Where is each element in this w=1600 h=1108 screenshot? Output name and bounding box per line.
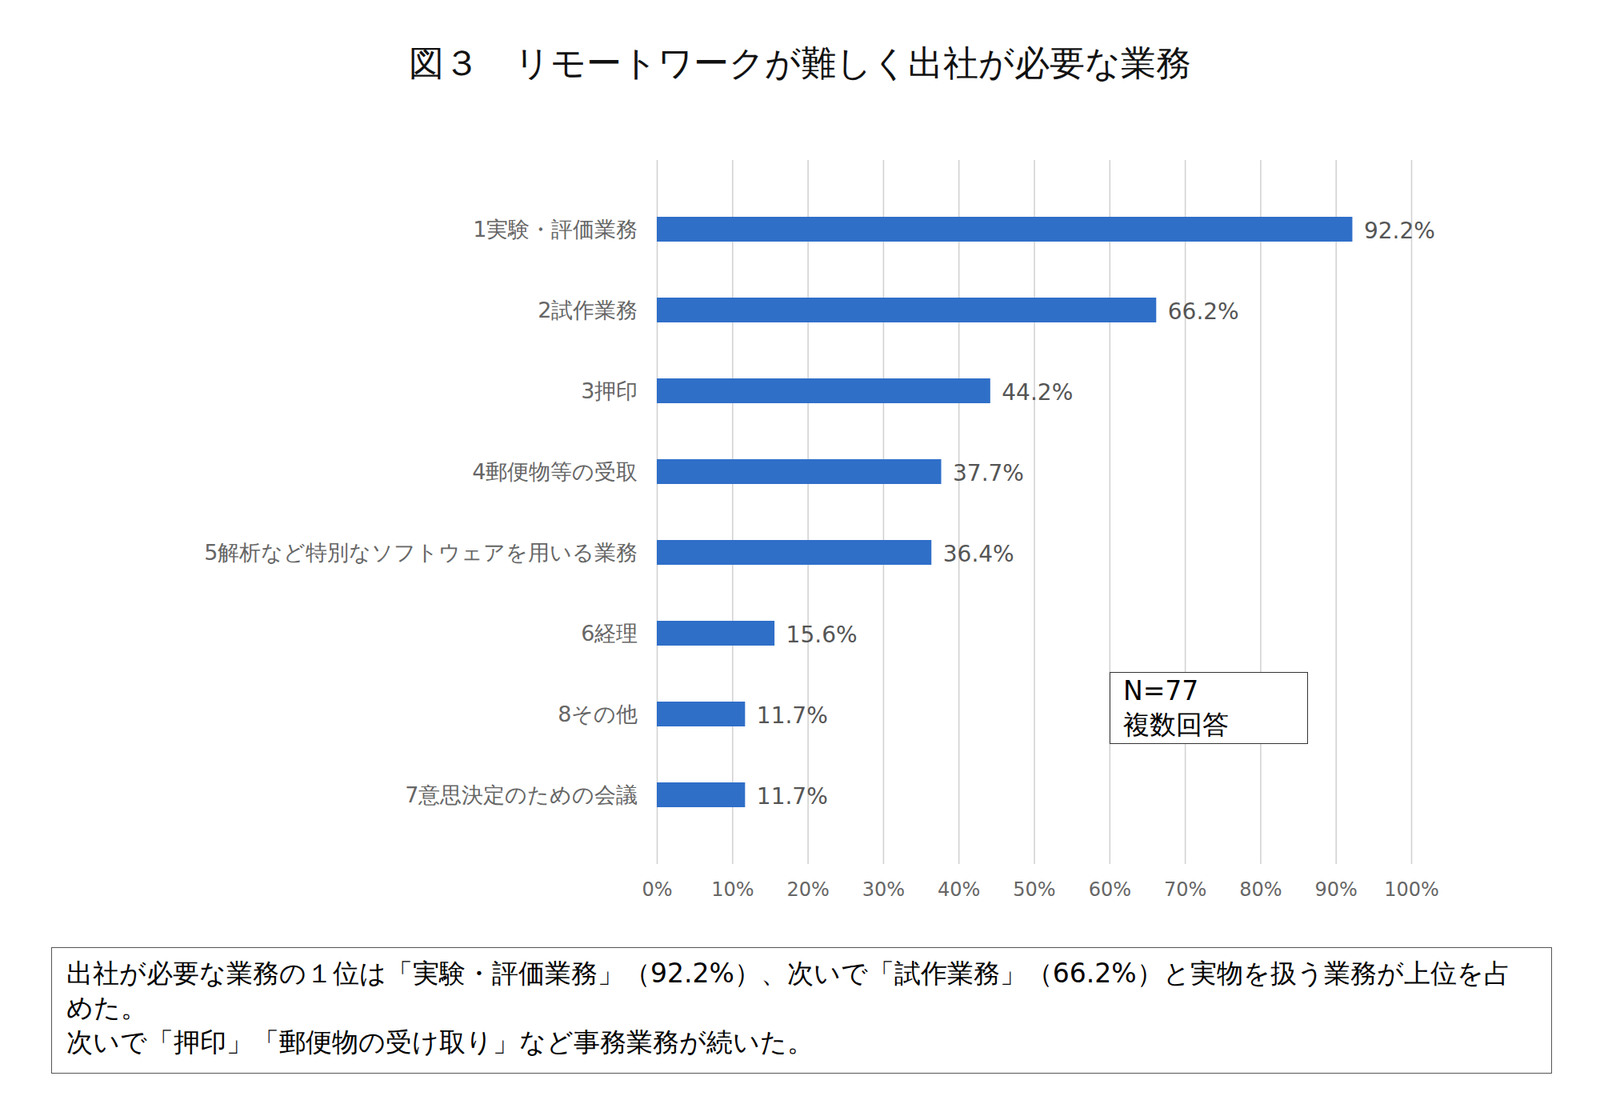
svg-text:60%: 60% <box>1088 878 1132 901</box>
html-text:次いで「押印」「郵便物の受け取り」など事務業務が続いた。: 次いで「押印」「郵便物の受け取り」など事務業務が続いた。 <box>66 1026 814 1058</box>
svg-text:4郵便物等の受取: 4郵便物等の受取 <box>472 459 638 484</box>
svg-text:90%: 90% <box>1315 878 1358 901</box>
svg-text:36.4%: 36.4% <box>943 540 1015 568</box>
svg-text:70%: 70% <box>1164 878 1207 901</box>
svg-text:0%: 0% <box>641 878 672 901</box>
svg-text:66.2%: 66.2% <box>1168 298 1240 325</box>
svg-text:92.2%: 92.2% <box>1364 217 1436 244</box>
svg-text:50%: 50% <box>1012 878 1056 901</box>
svg-text:40%: 40% <box>937 878 980 901</box>
html-text:N=77: N=77 <box>1123 675 1199 707</box>
svg-text:100%: 100% <box>1384 878 1440 901</box>
svg-text:15.6%: 15.6% <box>786 621 858 648</box>
html-text:出社が必要な業務の１位は「実験・評価業務」（92.2%）、次: 出社が必要な業務の１位は「実験・評価業務」（92.2%）、次いで「試作業務」（6… <box>66 957 1511 1024</box>
svg-text:80%: 80% <box>1239 878 1282 901</box>
svg-text:1実験・評価業務: 1実験・評価業務 <box>472 216 638 242</box>
svg-text:5解析など特別なソフトウェアを用いる業務: 5解析など特別なソフトウェアを用いる業務 <box>204 540 638 565</box>
svg-text:11.7%: 11.7% <box>756 702 828 729</box>
svg-text:10%: 10% <box>711 878 754 901</box>
svg-text:44.2%: 44.2% <box>1001 379 1073 406</box>
html-text:複数回答: 複数回答 <box>1123 708 1229 740</box>
svg-text:8その他: 8その他 <box>557 701 638 727</box>
svg-text:30%: 30% <box>862 878 905 901</box>
svg-text:20%: 20% <box>786 878 829 901</box>
svg-text:3押印: 3押印 <box>580 378 638 404</box>
html-text:図３ リモートワークが難しく出社が必要な業務: 図３ リモートワークが難しく出社が必要な業務 <box>408 42 1192 84</box>
svg-text:2試作業務: 2試作業務 <box>537 297 638 323</box>
svg-text:7意思決定のための会議: 7意思決定のための会議 <box>404 782 638 808</box>
svg-text:11.7%: 11.7% <box>756 783 828 810</box>
svg-text:37.7%: 37.7% <box>952 460 1024 487</box>
svg-text:6経理: 6経理 <box>580 620 638 646</box>
